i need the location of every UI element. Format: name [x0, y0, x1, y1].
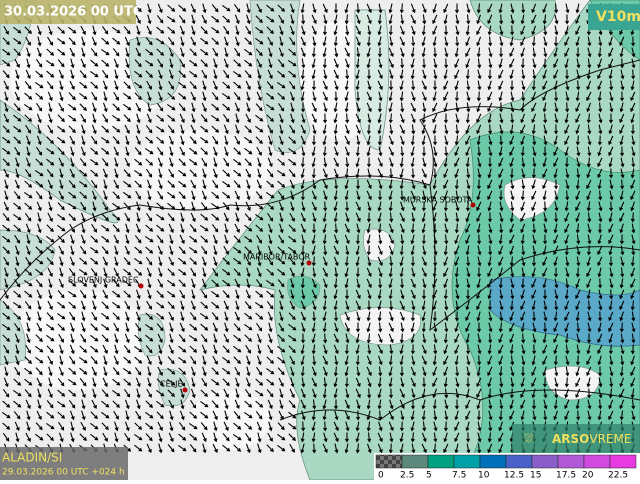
legend-swatch — [375, 454, 403, 469]
brand-icon: ⛆ — [524, 432, 534, 446]
brand-main: ARSO — [552, 432, 589, 446]
city-dot — [470, 202, 476, 208]
legend-swatch — [583, 454, 611, 469]
legend-swatch — [427, 454, 455, 469]
footer-box — [0, 447, 128, 480]
legend-label: 2.5 — [400, 471, 414, 481]
legend-swatch — [505, 454, 533, 469]
city-label: MURSKA SOBOTA — [403, 196, 473, 205]
cities: MURSKA SOBOTA MARIBOR/TABOR SLOVENJ GRAD… — [68, 196, 476, 393]
title-box — [0, 0, 136, 24]
title: 30.03.2026 00 UTC — [4, 5, 142, 20]
city-label: SLOVENJ GRADEC — [68, 276, 139, 285]
legend-label: 17.5 — [556, 471, 576, 481]
legend-swatch — [453, 454, 481, 469]
city-label: CELJE — [160, 380, 183, 389]
legend-swatch — [609, 454, 637, 469]
city-dot — [182, 387, 188, 393]
field-name: V10m — [596, 9, 640, 25]
legend-swatch — [557, 454, 585, 469]
legend-swatch — [479, 454, 507, 469]
legend-swatch — [531, 454, 559, 469]
legend-label: 7.5 — [452, 471, 466, 481]
legend-swatch — [401, 454, 429, 469]
legend-label: 12.5 — [504, 471, 524, 481]
run-time: 29.03.2026 00 UTC +024 h — [2, 468, 125, 478]
city-dot — [138, 283, 144, 289]
model-name: ALADIN/SI — [2, 451, 62, 465]
legend-label: 10 — [478, 471, 490, 481]
legend: 0 2.5 5 7.5 10 12.5 15 17.5 20 22.5 — [375, 454, 637, 481]
legend-label: 20 — [582, 471, 594, 481]
legend-label: 22.5 — [608, 471, 628, 481]
legend-label: 0 — [378, 471, 384, 481]
brand-box — [512, 424, 640, 454]
legend-label: 5 — [426, 471, 432, 481]
city-label: MARIBOR/TABOR — [243, 253, 311, 262]
city-dot — [306, 260, 312, 266]
legend-label: 15 — [530, 471, 541, 481]
brand: ARSOVREME — [552, 432, 631, 446]
field-box — [588, 4, 640, 30]
brand-suffix: VREME — [589, 432, 631, 446]
